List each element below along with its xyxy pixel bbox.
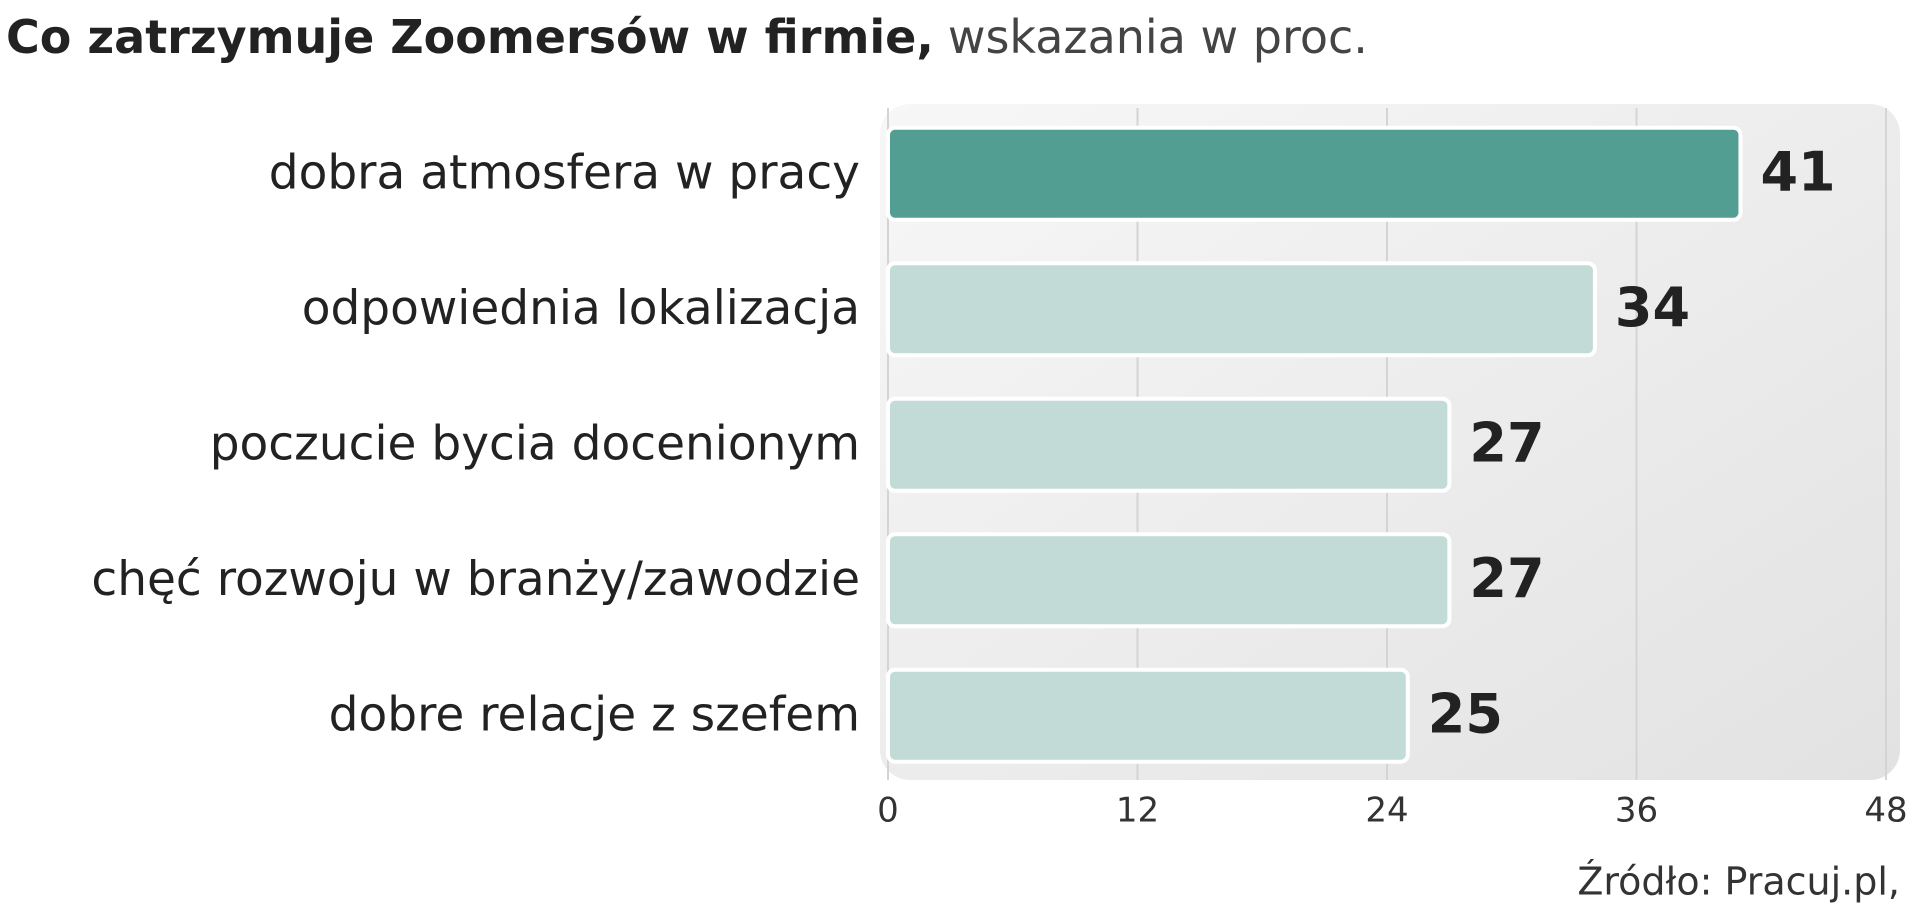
value-label: 27 — [1469, 411, 1544, 474]
value-label: 41 — [1760, 140, 1835, 203]
source: Źródło: Pracuj.pl, — [1577, 860, 1900, 904]
chart-title: Co zatrzymuje Zoomersów w firmie, — [6, 10, 934, 64]
x-tick-label: 12 — [1116, 791, 1159, 831]
chart-subtitle: wskazania w proc. — [948, 10, 1368, 64]
category-label: dobre relacje z szefem — [329, 687, 860, 742]
bar — [886, 261, 1597, 358]
x-tick-label: 0 — [877, 791, 899, 831]
value-label: 25 — [1428, 682, 1503, 745]
chart-heading: Co zatrzymuje Zoomersów w firmie, wskazan… — [6, 10, 1368, 64]
bar — [886, 667, 1410, 764]
x-tick-label: 48 — [1864, 791, 1907, 831]
category-label: poczucie bycia docenionym — [210, 416, 860, 471]
x-tick-label: 24 — [1365, 791, 1408, 831]
bar — [886, 125, 1743, 222]
x-tick-label: 36 — [1615, 791, 1658, 831]
value-label: 27 — [1469, 547, 1544, 610]
category-label: odpowiednia lokalizacja — [302, 281, 860, 336]
value-label: 34 — [1615, 276, 1690, 339]
category-label: dobra atmosfera w pracy — [269, 145, 860, 200]
category-label: chęć rozwoju w branży/zawodzie — [91, 552, 860, 607]
bar — [886, 396, 1452, 493]
bar — [886, 532, 1452, 629]
